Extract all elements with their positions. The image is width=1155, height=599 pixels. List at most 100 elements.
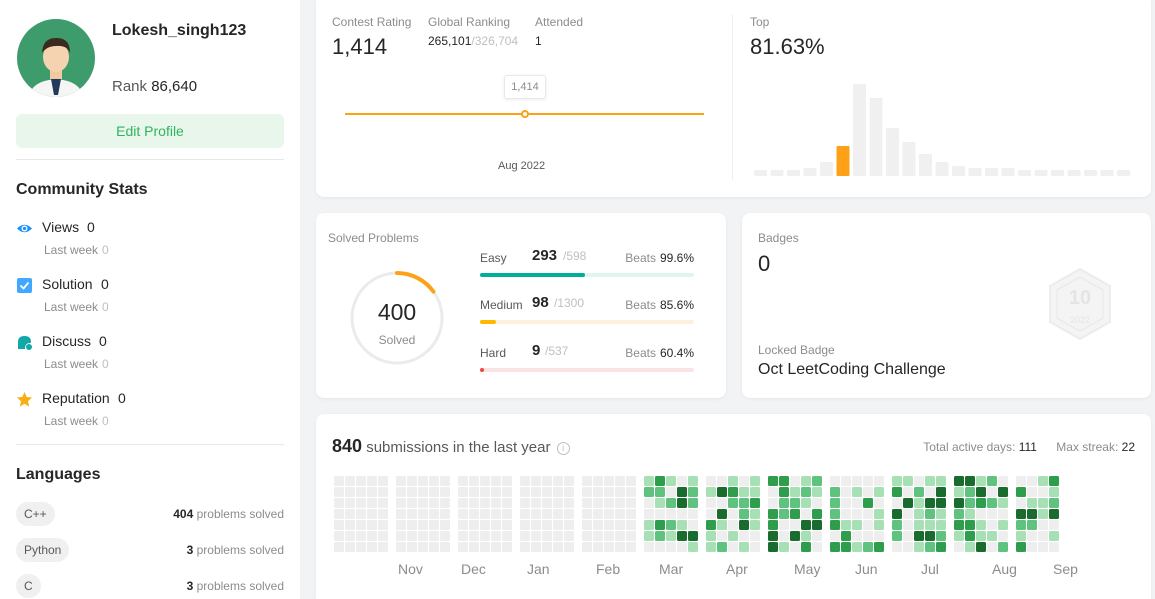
heatmap-cell[interactable] xyxy=(936,509,946,519)
heatmap-cell[interactable] xyxy=(790,509,800,519)
heatmap-cell[interactable] xyxy=(378,476,388,486)
heatmap-cell[interactable] xyxy=(480,509,490,519)
heatmap-cell[interactable] xyxy=(739,476,749,486)
heatmap-cell[interactable] xyxy=(852,509,862,519)
heatmap-cell[interactable] xyxy=(564,487,574,497)
heatmap-cell[interactable] xyxy=(677,542,687,552)
heatmap-cell[interactable] xyxy=(367,509,377,519)
heatmap-cell[interactable] xyxy=(345,520,355,530)
heatmap-cell[interactable] xyxy=(706,498,716,508)
heatmap-cell[interactable] xyxy=(936,542,946,552)
heatmap-cell[interactable] xyxy=(334,498,344,508)
heatmap-cell[interactable] xyxy=(655,520,665,530)
heatmap-cell[interactable] xyxy=(801,487,811,497)
heatmap-cell[interactable] xyxy=(334,520,344,530)
heatmap-cell[interactable] xyxy=(553,476,563,486)
heatmap-cell[interactable] xyxy=(779,542,789,552)
heatmap-cell[interactable] xyxy=(925,498,935,508)
heatmap-cell[interactable] xyxy=(458,487,468,497)
heatmap-cell[interactable] xyxy=(520,520,530,530)
heatmap-cell[interactable] xyxy=(768,542,778,552)
heatmap-cell[interactable] xyxy=(987,498,997,508)
heatmap-cell[interactable] xyxy=(892,531,902,541)
heatmap-cell[interactable] xyxy=(830,542,840,552)
heatmap-cell[interactable] xyxy=(396,531,406,541)
heatmap-cell[interactable] xyxy=(491,520,501,530)
heatmap-cell[interactable] xyxy=(429,531,439,541)
heatmap-cell[interactable] xyxy=(790,520,800,530)
heatmap-cell[interactable] xyxy=(615,487,625,497)
heatmap-cell[interactable] xyxy=(717,498,727,508)
heatmap-cell[interactable] xyxy=(706,520,716,530)
heatmap-cell[interactable] xyxy=(750,531,760,541)
heatmap-cell[interactable] xyxy=(520,498,530,508)
heatmap-cell[interactable] xyxy=(593,487,603,497)
histogram-bar[interactable] xyxy=(919,154,932,176)
heatmap-cell[interactable] xyxy=(768,476,778,486)
heatmap-cell[interactable] xyxy=(914,476,924,486)
heatmap-cell[interactable] xyxy=(717,487,727,497)
locked-badge-name[interactable]: Oct LeetCoding Challenge xyxy=(758,361,946,378)
heatmap-cell[interactable] xyxy=(998,542,1008,552)
heatmap-cell[interactable] xyxy=(812,476,822,486)
heatmap-cell[interactable] xyxy=(768,520,778,530)
heatmap-cell[interactable] xyxy=(520,487,530,497)
heatmap-cell[interactable] xyxy=(582,487,592,497)
heatmap-cell[interactable] xyxy=(615,476,625,486)
heatmap-cell[interactable] xyxy=(728,476,738,486)
heatmap-cell[interactable] xyxy=(1049,531,1059,541)
histogram-bar[interactable] xyxy=(902,142,916,176)
histogram-bar[interactable] xyxy=(985,168,998,176)
heatmap-cell[interactable] xyxy=(779,487,789,497)
heatmap-cell[interactable] xyxy=(615,531,625,541)
heatmap-cell[interactable] xyxy=(531,498,541,508)
heatmap-cell[interactable] xyxy=(688,498,698,508)
heatmap-cell[interactable] xyxy=(812,487,822,497)
heatmap-cell[interactable] xyxy=(502,487,512,497)
heatmap-cell[interactable] xyxy=(976,498,986,508)
heatmap-cell[interactable] xyxy=(1016,509,1026,519)
heatmap-cell[interactable] xyxy=(582,476,592,486)
heatmap-cell[interactable] xyxy=(356,509,366,519)
heatmap-cell[interactable] xyxy=(925,531,935,541)
heatmap-cell[interactable] xyxy=(1027,487,1037,497)
heatmap-cell[interactable] xyxy=(925,542,935,552)
heatmap-cell[interactable] xyxy=(1049,520,1059,530)
heatmap-cell[interactable] xyxy=(914,487,924,497)
heatmap-cell[interactable] xyxy=(863,542,873,552)
heatmap-cell[interactable] xyxy=(925,487,935,497)
heatmap-cell[interactable] xyxy=(458,531,468,541)
heatmap-cell[interactable] xyxy=(666,542,676,552)
heatmap-cell[interactable] xyxy=(469,509,479,519)
heatmap-cell[interactable] xyxy=(954,509,964,519)
heatmap-cell[interactable] xyxy=(998,487,1008,497)
heatmap-cell[interactable] xyxy=(801,498,811,508)
heatmap-cell[interactable] xyxy=(553,498,563,508)
heatmap-cell[interactable] xyxy=(553,520,563,530)
heatmap-cell[interactable] xyxy=(688,531,698,541)
heatmap-cell[interactable] xyxy=(604,520,614,530)
heatmap-cell[interactable] xyxy=(1027,476,1037,486)
heatmap-cell[interactable] xyxy=(830,476,840,486)
heatmap-cell[interactable] xyxy=(469,531,479,541)
heatmap-cell[interactable] xyxy=(502,498,512,508)
contest-rating-point[interactable] xyxy=(521,110,529,118)
heatmap-cell[interactable] xyxy=(469,476,479,486)
heatmap-cell[interactable] xyxy=(936,498,946,508)
heatmap-cell[interactable] xyxy=(440,476,450,486)
heatmap-cell[interactable] xyxy=(987,487,997,497)
heatmap-cell[interactable] xyxy=(863,498,873,508)
heatmap-cell[interactable] xyxy=(564,531,574,541)
heatmap-cell[interactable] xyxy=(429,476,439,486)
heatmap-cell[interactable] xyxy=(429,520,439,530)
heatmap-cell[interactable] xyxy=(542,509,552,519)
heatmap-cell[interactable] xyxy=(841,542,851,552)
heatmap-cell[interactable] xyxy=(655,531,665,541)
heatmap-cell[interactable] xyxy=(987,531,997,541)
heatmap-cell[interactable] xyxy=(1049,476,1059,486)
heatmap-cell[interactable] xyxy=(1038,520,1048,530)
heatmap-cell[interactable] xyxy=(582,498,592,508)
heatmap-cell[interactable] xyxy=(874,498,884,508)
heatmap-cell[interactable] xyxy=(491,487,501,497)
heatmap-cell[interactable] xyxy=(429,498,439,508)
